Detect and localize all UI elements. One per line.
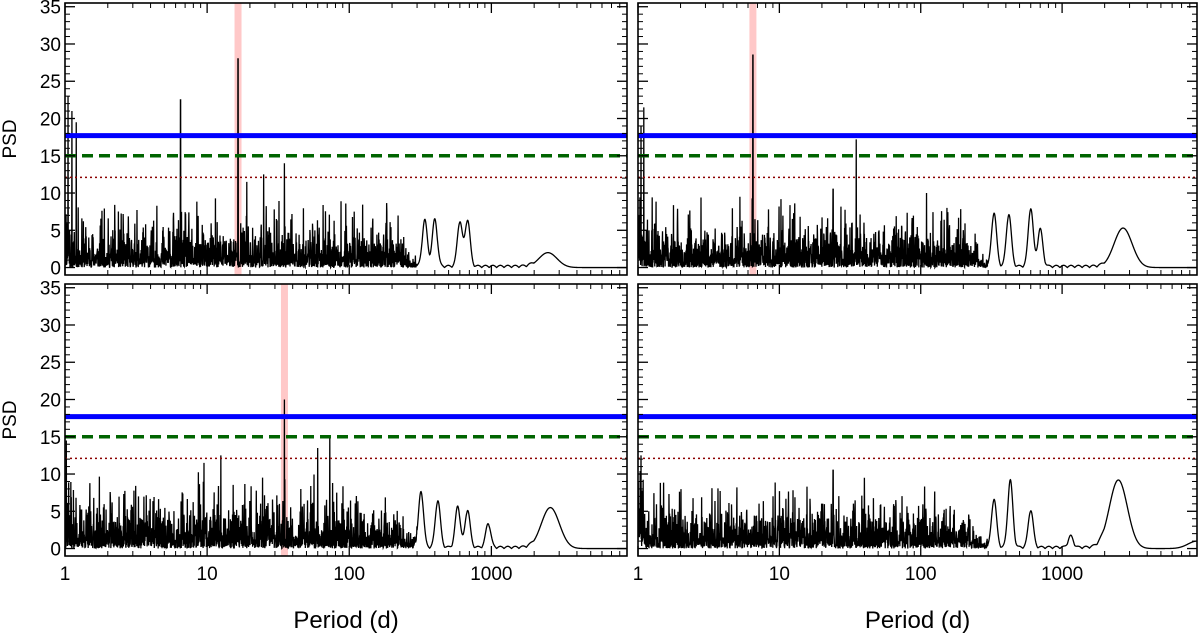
y-axis-title: PSD xyxy=(0,119,21,158)
x-tick-label: 10 xyxy=(769,564,790,585)
panel-frame xyxy=(637,283,1198,557)
y-tick-label: 20 xyxy=(40,110,61,131)
x-tick-label: 10 xyxy=(197,564,218,585)
y-tick-label: 10 xyxy=(40,465,61,486)
y-tick-label: 0 xyxy=(50,540,61,561)
panel-top-left: 0 5 10 15 20 25 30 35 PSD xyxy=(0,0,628,280)
plot-area xyxy=(65,284,627,556)
y-tick-label: 25 xyxy=(40,72,61,93)
x-tick-label: 1 xyxy=(633,564,644,585)
psd-series-line xyxy=(638,54,1197,270)
panel-frame xyxy=(64,283,628,557)
x-tick-label: 1000 xyxy=(1041,564,1083,585)
y-tick-label: 15 xyxy=(40,428,61,449)
y-axis-title: PSD xyxy=(0,400,21,439)
panel-top-right xyxy=(637,2,1198,276)
x-tick-label: 1 xyxy=(60,564,71,585)
panel-frame xyxy=(64,2,628,276)
panel-bottom-right: 1 10 100 1000 Period (d) xyxy=(633,283,1198,634)
x-axis-title: Period (d) xyxy=(865,607,970,634)
y-tick-label: 25 xyxy=(40,353,61,374)
plot-area xyxy=(638,414,1197,550)
psd-series-line xyxy=(65,399,627,551)
panel-bottom-left: 0 5 10 15 20 25 30 35 1 10 100 1000 PSD Period (d) xyxy=(0,279,628,634)
y-tick-label: 35 xyxy=(40,279,61,300)
plot-area xyxy=(638,3,1197,275)
panel-frame xyxy=(637,2,1198,276)
y-tick-label: 5 xyxy=(50,221,61,242)
x-axis-title: Period (d) xyxy=(293,607,398,634)
y-tick-label: 20 xyxy=(40,391,61,412)
x-tick-label: 100 xyxy=(333,564,365,585)
psd-series-line xyxy=(638,455,1197,550)
y-tick-label: 0 xyxy=(50,259,61,280)
y-tick-label: 15 xyxy=(40,147,61,168)
y-tick-label: 35 xyxy=(40,0,61,19)
psd-series-line xyxy=(65,58,627,270)
x-tick-label: 1000 xyxy=(470,564,512,585)
x-tick-label: 100 xyxy=(905,564,937,585)
plot-area xyxy=(65,3,627,275)
y-tick-label: 5 xyxy=(50,502,61,523)
y-tick-label: 30 xyxy=(40,316,61,337)
y-tick-label: 30 xyxy=(40,35,61,56)
y-tick-label: 10 xyxy=(40,184,61,205)
